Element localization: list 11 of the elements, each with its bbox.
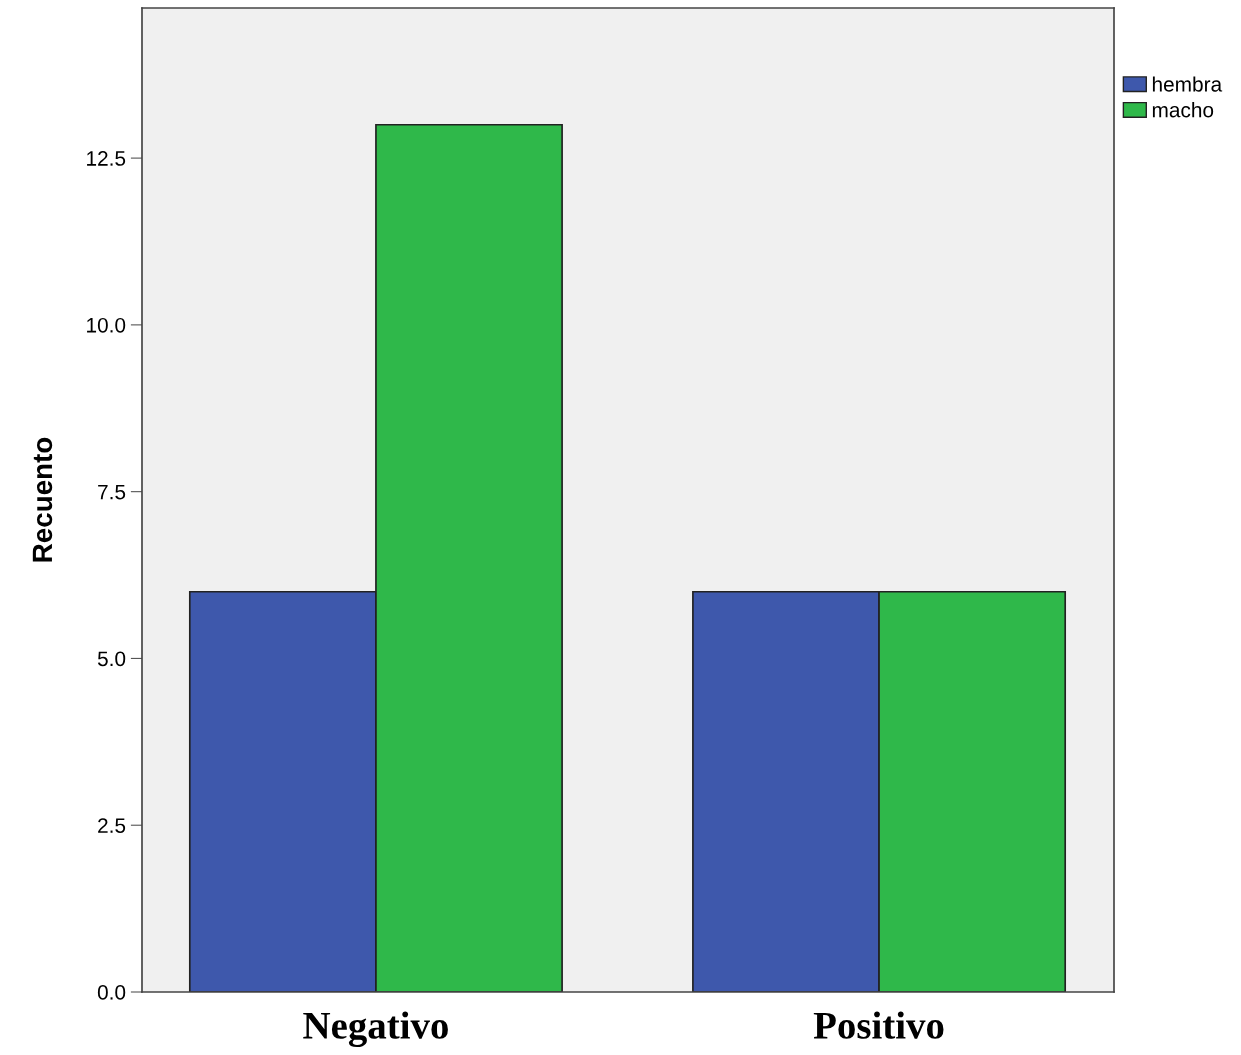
legend-label: hembra — [1152, 76, 1223, 92]
legend-label: macho — [1152, 102, 1214, 118]
x-tick-label: Positivo — [813, 1011, 944, 1039]
x-tick-label: Negativo — [303, 1011, 448, 1048]
y-tick-label: 10.0 — [87, 317, 126, 333]
y-tick-label: 7.5 — [98, 484, 126, 500]
y-tick-label: 0.0 — [97, 985, 126, 1000]
y-tick-label: 5.0 — [97, 651, 126, 667]
y-tick-label: 12.5 — [87, 151, 126, 166]
y-axis-title: Recuento — [32, 437, 53, 562]
y-tick-label: 2.5 — [98, 818, 126, 833]
